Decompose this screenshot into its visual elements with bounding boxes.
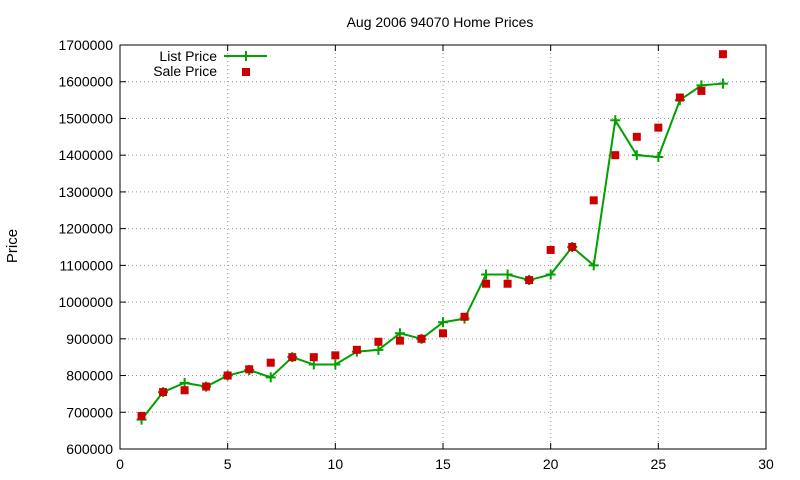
y-tick-label: 1100000 <box>60 257 114 273</box>
sale-price-point <box>697 86 706 95</box>
sale-price-point <box>202 382 211 391</box>
sale-price-point <box>309 353 318 362</box>
legend: List Price Sale Price <box>153 48 267 79</box>
y-tick-label: 800000 <box>66 368 113 384</box>
sale-price-point <box>223 371 232 380</box>
x-tick-label: 20 <box>543 456 559 472</box>
legend-marker-sale-price <box>242 68 250 76</box>
list-price-point <box>588 260 599 271</box>
legend-label-sale-price: Sale Price <box>153 63 217 79</box>
plot-frame <box>119 44 767 450</box>
list-price-line <box>140 82 724 421</box>
sale-price-point <box>568 243 577 251</box>
list-price-point <box>653 152 664 163</box>
sale-price-point <box>137 411 146 420</box>
sale-price-point <box>460 312 469 321</box>
x-tick-label: 0 <box>116 456 124 472</box>
sale-price-point <box>632 132 641 141</box>
sale-price-point <box>589 196 598 205</box>
y-tick-label: 1000000 <box>58 294 113 310</box>
sale-price-point <box>374 337 383 346</box>
series-layer <box>136 50 728 425</box>
y-tick-label: 1600000 <box>58 74 113 90</box>
list-price-point <box>610 115 621 126</box>
sale-price-point <box>331 351 340 360</box>
sale-price-point <box>439 329 447 338</box>
sale-price-point <box>266 358 275 367</box>
sale-price-point <box>352 345 361 354</box>
chart-title: Aug 2006 94070 Home Prices <box>347 14 534 30</box>
list-price-point <box>179 377 190 388</box>
x-tick-label: 15 <box>435 456 451 472</box>
sale-price-point <box>611 151 620 160</box>
legend-label-list-price: List Price <box>159 48 217 64</box>
x-tick-label: 5 <box>224 456 232 472</box>
list-price-point <box>265 372 276 383</box>
list-price-point <box>717 78 728 89</box>
x-tick-label: 30 <box>758 456 774 472</box>
sale-price-point <box>159 388 168 397</box>
sale-price-point <box>395 336 404 345</box>
sale-price-point <box>546 245 555 254</box>
sale-price-point <box>245 365 254 374</box>
x-tick-label: 10 <box>328 456 344 472</box>
y-tick-label: 600000 <box>66 441 113 457</box>
list-price-point <box>373 344 384 355</box>
list-price-point <box>545 269 556 280</box>
y-axis-label: Price <box>4 229 21 263</box>
list-price-point <box>438 317 448 328</box>
y-tick-label: 1300000 <box>58 184 113 200</box>
list-price-point <box>330 359 341 370</box>
sale-price-point <box>482 279 491 288</box>
axis-ticks: 600000 700000 800000 900000 1000000 1100000 12… <box>58 37 774 472</box>
y-tick-label: 900000 <box>66 331 113 347</box>
x-tick-label: 25 <box>651 456 667 472</box>
sale-price-point <box>503 279 512 288</box>
y-tick-label: 1700000 <box>58 37 113 53</box>
sale-price-point <box>525 276 534 285</box>
sale-price-point <box>288 353 297 362</box>
y-tick-label: 1400000 <box>58 147 113 163</box>
sale-price-point <box>180 386 189 395</box>
y-tick-label: 700000 <box>66 404 113 420</box>
list-price-point <box>631 150 642 161</box>
y-tick-label: 1500000 <box>58 110 113 126</box>
sale-price-point <box>417 334 426 343</box>
list-price-point <box>481 269 492 280</box>
list-price-point <box>308 359 319 370</box>
sale-price-point <box>675 93 684 102</box>
y-tick-label: 1200000 <box>58 221 113 237</box>
list-price-point <box>502 269 513 280</box>
sale-price-point <box>654 123 663 132</box>
sale-price-point <box>718 50 727 59</box>
list-price-point <box>394 328 405 339</box>
grid-lines <box>120 45 766 449</box>
legend-marker-list-price <box>241 51 251 61</box>
